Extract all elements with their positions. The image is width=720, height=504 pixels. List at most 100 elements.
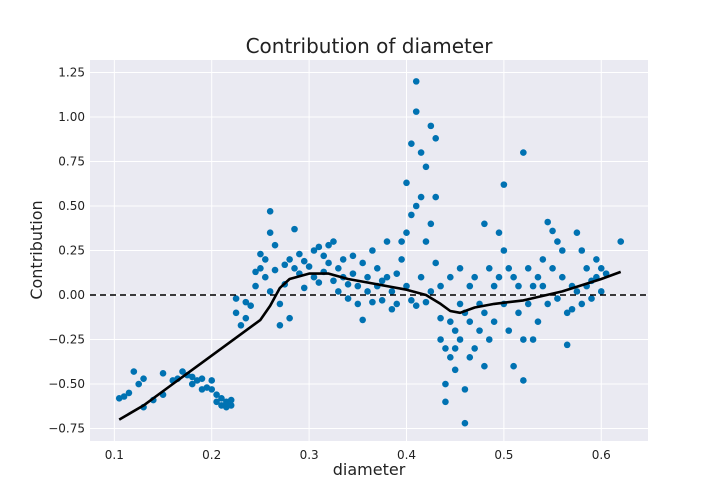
data-point (257, 265, 264, 272)
data-point (403, 282, 410, 290)
data-point (130, 368, 138, 375)
data-point (447, 354, 454, 361)
data-point (179, 368, 186, 375)
data-point (227, 396, 235, 404)
data-point (568, 305, 576, 313)
data-point (520, 377, 527, 384)
data-point (490, 318, 498, 326)
data-point (359, 259, 366, 267)
data-point (544, 300, 551, 308)
data-point (524, 265, 532, 272)
data-point (554, 295, 561, 302)
data-point (466, 354, 474, 361)
data-point (505, 265, 513, 272)
y-tick-label: 0.50 (58, 199, 85, 213)
data-point (412, 78, 420, 85)
data-point (242, 298, 250, 306)
data-point (559, 247, 566, 254)
data-point (539, 256, 547, 263)
data-point (437, 336, 444, 343)
data-point (354, 282, 362, 290)
data-point (330, 277, 337, 285)
y-tick-label: −0.25 (48, 333, 85, 347)
data-point (495, 229, 503, 236)
x-tick-label: 0.2 (202, 448, 221, 462)
data-point (412, 202, 420, 210)
data-point (422, 298, 430, 306)
data-point (456, 265, 464, 272)
x-axis-title: diameter (333, 460, 406, 479)
data-point (208, 377, 216, 384)
data-point (408, 297, 415, 304)
data-point (286, 256, 293, 263)
data-point (291, 265, 298, 272)
y-tick-label: 0.00 (58, 288, 85, 302)
y-tick-label: 0.25 (58, 244, 85, 258)
data-point (271, 266, 279, 274)
data-point (339, 256, 347, 263)
data-point (266, 229, 274, 236)
y-tick-label: 0.75 (58, 154, 85, 168)
x-tick-labels: 0.1 0.2 0.3 0.4 0.5 0.6 (105, 448, 611, 462)
data-point (573, 288, 581, 295)
data-point (296, 250, 303, 258)
data-point (310, 273, 318, 281)
data-point (252, 268, 259, 276)
data-point (140, 375, 147, 382)
data-point (276, 300, 284, 308)
chart-title: Contribution of diameter (246, 34, 494, 58)
x-tick-label: 0.3 (300, 448, 319, 462)
data-point (135, 380, 142, 388)
data-point (408, 140, 415, 147)
data-point (427, 288, 435, 295)
data-point (578, 247, 586, 254)
data-point (198, 375, 206, 382)
data-point (330, 238, 337, 245)
data-point (305, 263, 313, 270)
data-point (261, 273, 269, 281)
data-point (281, 261, 289, 269)
data-point (412, 302, 420, 309)
data-point (456, 336, 464, 343)
data-point (447, 318, 454, 326)
data-point (349, 252, 357, 260)
data-point (247, 302, 254, 309)
scatter-points (115, 78, 625, 427)
data-point (549, 227, 556, 235)
data-point (524, 300, 532, 308)
data-point (432, 135, 440, 142)
data-point (335, 265, 342, 272)
data-point (432, 193, 440, 201)
data-point (539, 282, 547, 290)
data-point (451, 366, 459, 374)
data-point (554, 238, 561, 245)
data-point (573, 229, 581, 236)
data-point (549, 265, 556, 272)
data-point (403, 229, 410, 236)
data-point (485, 336, 493, 343)
data-point (335, 288, 342, 295)
x-tick-label: 0.1 (105, 448, 124, 462)
data-point (383, 238, 391, 245)
data-point (378, 297, 386, 304)
data-point (417, 149, 425, 156)
data-point (388, 305, 396, 313)
data-point (417, 193, 425, 201)
data-point (515, 309, 522, 317)
data-point (393, 300, 401, 308)
y-tick-labels: −0.75 −0.50 −0.25 0.00 0.25 0.50 0.75 1.00 1.25 (48, 65, 85, 435)
data-point (471, 345, 478, 352)
data-point (159, 370, 167, 377)
data-point (325, 259, 332, 267)
data-point (456, 300, 464, 308)
data-point (315, 279, 323, 286)
y-tick-label: 1.00 (58, 110, 85, 124)
data-point (388, 288, 396, 295)
data-point (490, 282, 498, 290)
y-tick-label: 1.25 (58, 65, 85, 79)
data-point (213, 398, 220, 406)
data-point (383, 273, 391, 281)
data-point (369, 298, 376, 306)
data-point (471, 273, 478, 281)
